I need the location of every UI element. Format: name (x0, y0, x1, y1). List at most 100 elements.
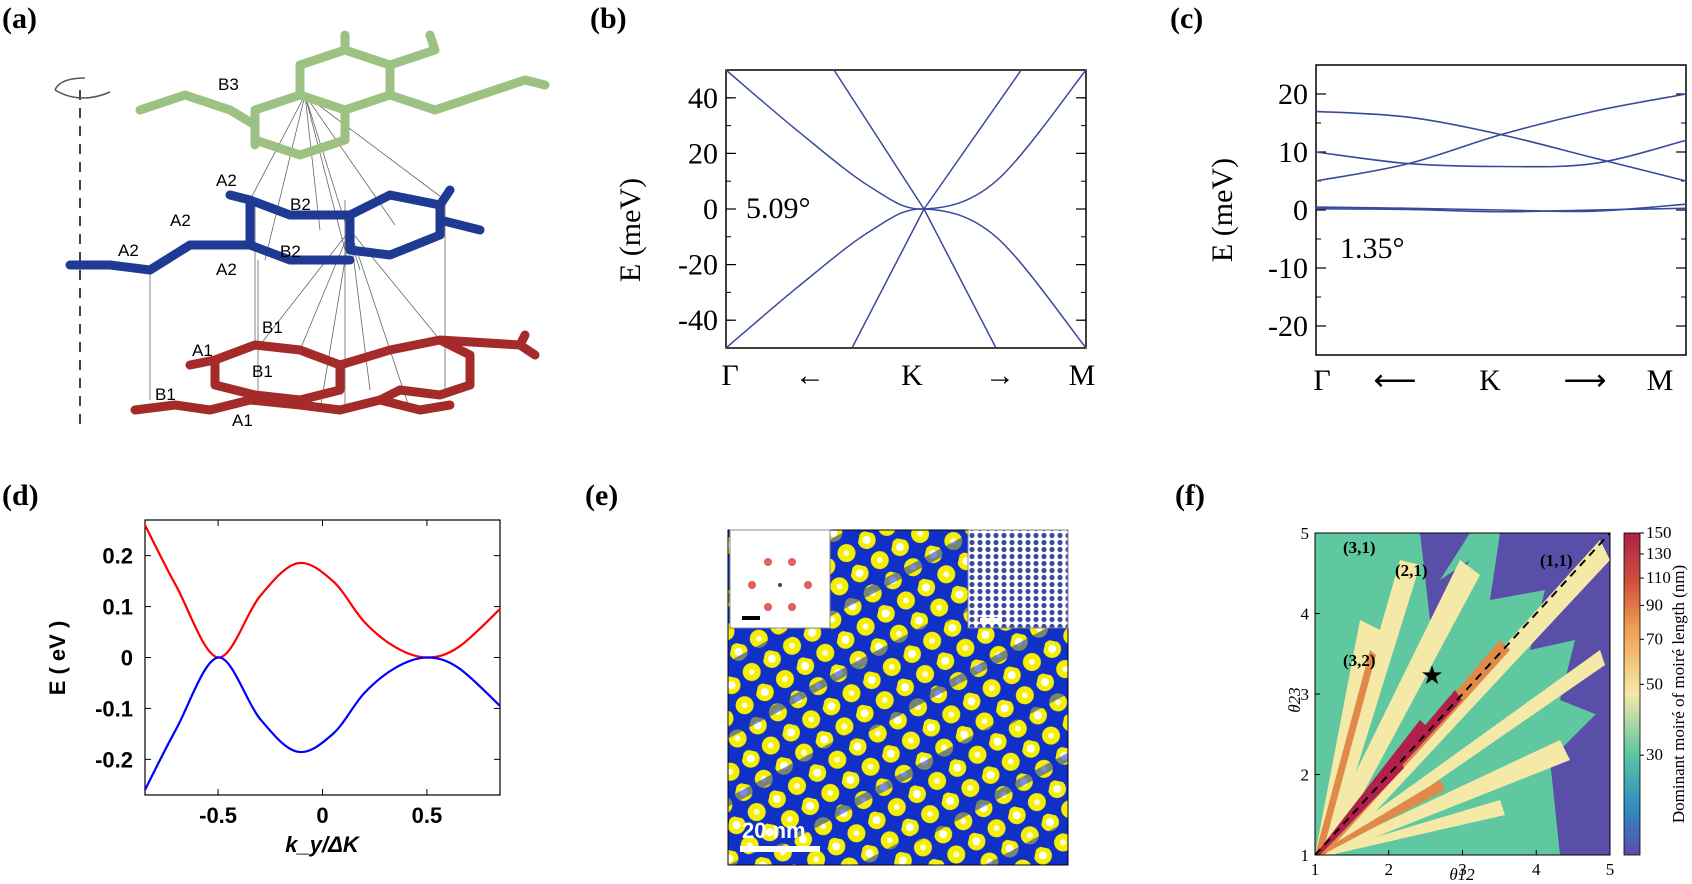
panel-a-label: (a) (2, 2, 37, 35)
panel-d-chart: 0.2 0.1 0 -0.1 -0.2 -0.5 0 0.5 E ( eV ) k_y/ΔK (45, 519, 501, 857)
layer-middle-blue (65, 185, 485, 275)
colorbar-tick-label: 90 (1646, 595, 1663, 614)
layer-top-green (135, 30, 550, 160)
band-line (144, 656, 501, 791)
panel-c-xtick: M (1647, 364, 1674, 397)
ytick-label: -40 (678, 304, 718, 337)
inset-scale-bar (742, 616, 760, 620)
atom-label: B3 (218, 75, 239, 94)
atom-label: A2 (118, 241, 139, 260)
panel-c-chart: 20 10 0 -10 -20 E (meV) 1.35° Γ ⟵ K ⟶ M (1206, 64, 1687, 397)
ytick-label: 0 (1293, 194, 1308, 227)
lattice-inset (967, 529, 1069, 629)
atom-label: A1 (232, 411, 253, 430)
region-label: (2,1) (1395, 561, 1428, 580)
panel-b-xtick: M (1069, 359, 1096, 392)
band-line (833, 69, 925, 210)
diffraction-spots (748, 558, 812, 611)
panel-f-xlabel: θ12 (1449, 865, 1475, 884)
panel-e-label: (e) (585, 479, 618, 512)
atom-label: A2 (170, 211, 191, 230)
panel-b-angle: 5.09° (746, 192, 811, 225)
panel-c-ylabel: E (meV) (1206, 158, 1239, 262)
band-line (851, 208, 925, 349)
ytick-label: 0.1 (102, 595, 133, 620)
panel-d-ylabel: E ( eV ) (45, 621, 70, 696)
panel-c-xtick: K (1479, 364, 1501, 397)
scale-bar-label: 20 nm (742, 818, 806, 843)
ytick-label: 20 (1278, 78, 1308, 111)
panel-d-label: (d) (2, 479, 39, 512)
xtick-label: 0 (316, 803, 328, 828)
colorbar-tick-label: 150 (1646, 523, 1672, 542)
band-line (725, 69, 1087, 210)
band-line (725, 208, 1087, 349)
xtick-label: 3 (1458, 860, 1467, 879)
ytick-label: 0.2 (102, 544, 133, 569)
colorbar-tick-label: 30 (1646, 745, 1663, 764)
band-line (1315, 93, 1687, 182)
ytick-label: -0.1 (95, 696, 133, 721)
layer-bottom-red (130, 330, 540, 415)
panel-c-xtick: ⟶ (1563, 364, 1606, 397)
ytick-label: 4 (1301, 605, 1310, 624)
ytick-label: 40 (688, 82, 718, 115)
atom-label: A1 (192, 341, 213, 360)
diagonal-dashed-line (1314, 532, 1611, 856)
ytick-label: 0 (121, 646, 133, 671)
colorbar-tick-label: 50 (1646, 674, 1663, 693)
panel-c-angle: 1.35° (1340, 232, 1405, 265)
panel-e-image: 20 nm (727, 529, 1069, 866)
ytick-label: 3 (1301, 685, 1310, 704)
panel-d-xlabel: k_y/ΔK (285, 832, 361, 857)
xtick-label: 2 (1385, 860, 1394, 879)
xtick-label: 1 (1311, 860, 1320, 879)
panel-b-chart: 40 20 0 -20 -40 E (meV) 5.09° Γ ← K → M (614, 69, 1096, 392)
region-label: (3,1) (1343, 538, 1376, 557)
band-line (923, 208, 997, 349)
ytick-label: 1 (1301, 846, 1310, 865)
atom-label: A2 (216, 171, 237, 190)
panel-c-xtick: ⟵ (1373, 364, 1416, 397)
panel-a-structure: B3 A2 B2 A2 A2 B2 A2 B1 A1 B1 B1 A1 (54, 30, 550, 430)
panel-b-label: (b) (590, 2, 627, 35)
colorbar (1623, 532, 1641, 856)
ytick-label: -20 (678, 249, 718, 282)
interlayer-bonds (149, 94, 446, 411)
band-line (1315, 203, 1687, 213)
band-line (144, 524, 501, 659)
region-label: (1,1) (1540, 551, 1573, 570)
panel-d-frame (144, 519, 501, 796)
colorbar-tick-label: 110 (1646, 568, 1671, 587)
band-line (1315, 139, 1687, 168)
ytick-label: -10 (1268, 252, 1308, 285)
ytick-label: 5 (1301, 524, 1310, 543)
diffraction-inset (729, 529, 831, 629)
star-marker: ★ (1420, 661, 1443, 690)
atom-label: B2 (290, 195, 311, 214)
inset-scale-bar (980, 618, 1002, 622)
region-label: (3,2) (1343, 651, 1376, 670)
band-line (1315, 207, 1687, 213)
panel-b-xtick: ← (795, 359, 825, 392)
ytick-label: 10 (1278, 136, 1308, 169)
panel-b-ylabel: E (meV) (614, 178, 647, 282)
atom-label: B1 (252, 362, 273, 381)
ytick-label: 2 (1301, 766, 1310, 785)
ytick-label: 0 (703, 193, 718, 226)
ytick-label: 20 (688, 137, 718, 170)
atom-label: B1 (155, 385, 176, 404)
colorbar-tick-label: 70 (1646, 629, 1663, 648)
colorbar-tick-label: 130 (1646, 544, 1672, 563)
atom-label: A2 (216, 260, 237, 279)
xtick-label: 5 (1606, 860, 1615, 879)
panel-b-xtick: Γ (721, 359, 738, 392)
xtick-label: 0.5 (412, 803, 443, 828)
band-line (923, 69, 1022, 210)
scale-bar (740, 846, 820, 852)
panel-f-label: (f) (1175, 479, 1205, 512)
xtick-label: 4 (1532, 860, 1541, 879)
atom-label: B2 (280, 242, 301, 261)
panel-c-xtick: Γ (1313, 364, 1330, 397)
ytick-label: -0.2 (95, 747, 133, 772)
